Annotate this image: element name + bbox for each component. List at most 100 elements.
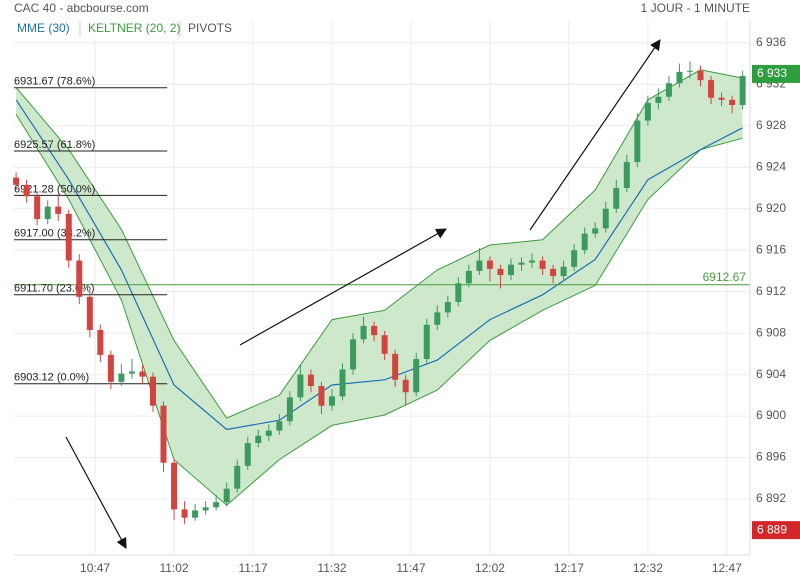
y-tick-label: 6 908 (756, 325, 786, 339)
arrow (529, 39, 661, 231)
y-tick-label: 6 936 (756, 35, 786, 49)
keltner-lower (15, 114, 743, 506)
fib-label: 6903.12 (0.0%) (14, 372, 89, 384)
candle-body (97, 330, 104, 355)
y-tick-label: 6 892 (756, 491, 786, 505)
keltner-band (16, 69, 743, 506)
candle-body (265, 430, 272, 436)
fib-label: 6917.00 (38.2%) (14, 228, 95, 240)
candle-body (676, 71, 683, 84)
timeframe: 1 JOUR - 1 MINUTE (641, 1, 750, 15)
y-tick-label: 6 896 (756, 450, 786, 464)
x-tick-label: 11:02 (159, 561, 188, 575)
candle-body (244, 443, 251, 466)
annotations (65, 39, 661, 549)
fib-label: 6921.28 (50.0%) (14, 183, 95, 195)
x-tick-label: 12:47 (712, 561, 742, 575)
candle-body (644, 102, 651, 121)
candle-body (434, 312, 441, 325)
candle-body (623, 162, 630, 188)
y-tick-label: 6 916 (756, 242, 786, 256)
candle-body (65, 213, 72, 261)
candle-body (139, 371, 146, 377)
candle-body (118, 373, 125, 382)
candle-body (539, 260, 546, 269)
candle-body (444, 302, 451, 313)
candle-body (613, 187, 620, 209)
x-tick-label: 11:17 (238, 561, 267, 575)
candle-body (581, 233, 588, 251)
x-tick-label: 11:32 (317, 561, 346, 575)
candle-body (729, 99, 736, 106)
legend-entry[interactable]: MME (30) (17, 21, 70, 35)
price-label-box (752, 521, 800, 540)
fibonacci: 6931.67 (78.6%) 6925.57 (61.8%) 6921.28 (5… (14, 76, 168, 385)
candle-body (518, 262, 525, 265)
candle-body (718, 97, 725, 100)
candle-body (665, 83, 672, 97)
candle-body (571, 250, 578, 267)
candle-body (739, 75, 746, 106)
candle-body (381, 335, 388, 354)
x-tick-label: 10:47 (80, 561, 110, 575)
price-label-box (752, 64, 800, 83)
candle-body (76, 260, 83, 297)
indicators (14, 69, 750, 506)
candle-body (213, 502, 220, 508)
candle-body (149, 376, 156, 406)
candle-body (192, 510, 199, 518)
candle-body (371, 325, 378, 336)
x-tick-label: 12:17 (554, 561, 584, 575)
arrow (65, 436, 127, 549)
candle-body (602, 208, 609, 229)
grid (14, 20, 750, 555)
candle-body (455, 283, 462, 303)
y-tick-label: 6 904 (756, 367, 786, 381)
x-tick-label: 12:32 (633, 561, 663, 575)
candle-body (160, 405, 167, 463)
candle-body (55, 206, 62, 214)
candle-body (529, 260, 536, 263)
candle-body (34, 196, 41, 220)
candle-body (465, 270, 472, 284)
candle-body (23, 184, 30, 197)
candle-body (86, 296, 93, 331)
candles (13, 61, 746, 524)
candle-body (560, 266, 567, 277)
legend-entry[interactable]: KELTNER (20, 2) (88, 21, 180, 35)
candle-body (13, 177, 20, 185)
candle-body (550, 268, 557, 277)
y-tick-label: 6 900 (756, 408, 786, 422)
fib-label: 6931.67 (78.6%) (14, 76, 95, 88)
pivot-label: 6912.67 (703, 270, 747, 284)
legend-bg (10, 19, 234, 38)
candle-body (234, 465, 241, 489)
arrow (239, 228, 447, 346)
candle-body (202, 507, 209, 511)
candle-body (634, 120, 641, 163)
y-tick-label: 6 928 (756, 118, 786, 132)
y-tick-label: 6 912 (756, 284, 786, 298)
candle-body (655, 96, 662, 103)
candle-body (276, 421, 283, 431)
candle-body (697, 70, 704, 81)
y-tick-label: 6 920 (756, 201, 786, 215)
legend-entry[interactable]: PIVOTS (188, 21, 232, 35)
price-label: 6 889 (757, 522, 787, 536)
chart-title: CAC 40 - abcbourse.com (14, 1, 149, 15)
candle-body (44, 206, 51, 220)
candle-body (486, 260, 493, 269)
candle-body (476, 260, 483, 271)
candle-body (107, 354, 114, 382)
candle-body (297, 374, 304, 398)
candle-body (402, 379, 409, 393)
candle-body (223, 488, 230, 503)
candle-body (686, 70, 693, 72)
candle-body (318, 385, 325, 406)
candle-body (497, 268, 504, 276)
price-label: 6 933 (757, 66, 787, 80)
candle-body (507, 264, 514, 276)
fib-label: 6911.70 (23.6%) (14, 283, 95, 295)
x-tick-label: 12:02 (475, 561, 505, 575)
